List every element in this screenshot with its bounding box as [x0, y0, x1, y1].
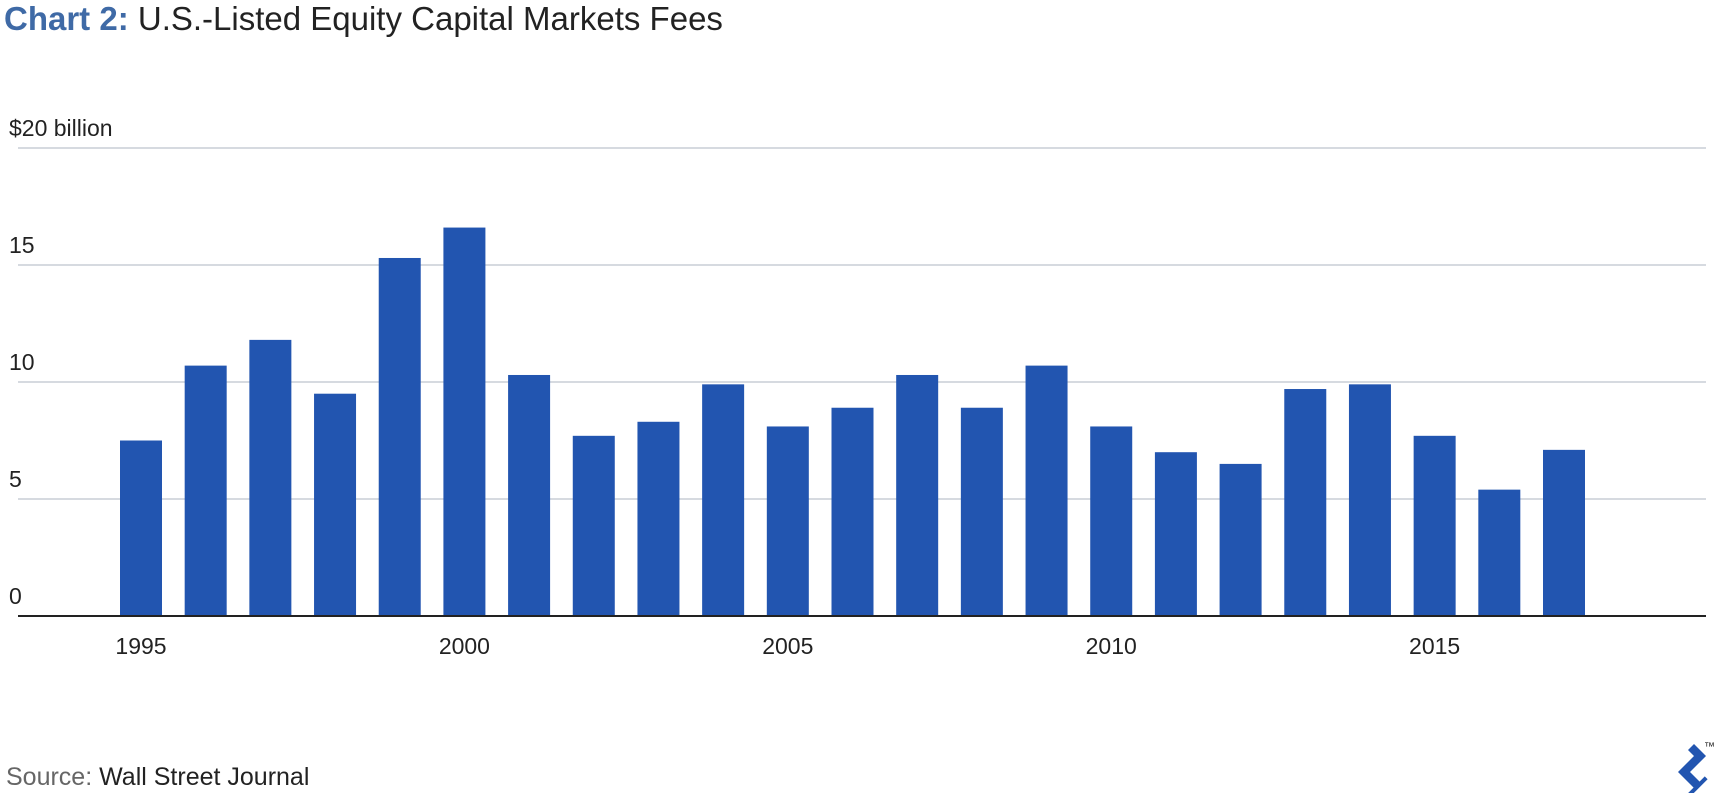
bar-2006: [831, 407, 874, 616]
bar-2014: [1348, 384, 1391, 616]
x-tick-label: 2005: [762, 633, 813, 659]
y-tick-label: 15: [9, 232, 35, 258]
bar-2011: [1154, 452, 1197, 616]
y-tick-label: 5: [9, 466, 22, 492]
bar-1996: [184, 365, 227, 616]
bar-2009: [1025, 365, 1068, 616]
bar-2013: [1284, 389, 1327, 616]
bar-2017: [1543, 449, 1585, 616]
bar-1997: [249, 339, 292, 616]
bar-2004: [702, 384, 745, 616]
bar-2012: [1219, 463, 1262, 616]
x-tick-label: 2000: [439, 633, 490, 659]
chart-title: Chart 2: U.S.-Listed Equity Capital Mark…: [4, 0, 723, 38]
y-tick-label: $20 billion: [9, 115, 113, 141]
x-tick-label: 1995: [115, 633, 166, 659]
chart-title-text: U.S.-Listed Equity Capital Markets Fees: [137, 0, 723, 37]
chart-number-label: Chart 2:: [4, 0, 129, 37]
bar-2000: [443, 227, 486, 616]
bar-1998: [314, 393, 357, 616]
bar-2008: [960, 407, 1003, 616]
source-label: Source:: [6, 763, 93, 791]
y-tick-label: 10: [9, 349, 35, 375]
bar-2003: [637, 421, 680, 616]
bar-2015: [1413, 435, 1456, 616]
toptal-logo-icon: ™: [1678, 741, 1715, 793]
bar-2001: [508, 374, 551, 616]
bar-2005: [766, 426, 809, 616]
source-note: Source: Wall Street Journal: [6, 762, 309, 792]
source-value: Wall Street Journal: [99, 763, 310, 791]
bar-1995: [120, 440, 162, 616]
bar-2007: [896, 374, 939, 616]
bar-1999: [378, 257, 421, 616]
y-tick-label: 0: [9, 583, 22, 609]
bar-2016: [1478, 489, 1521, 616]
x-tick-label: 2010: [1086, 633, 1137, 659]
trademark-mark: ™: [1704, 741, 1715, 753]
x-tick-label: 2015: [1409, 633, 1460, 659]
bar-2010: [1090, 426, 1133, 616]
bar-2002: [572, 435, 615, 616]
